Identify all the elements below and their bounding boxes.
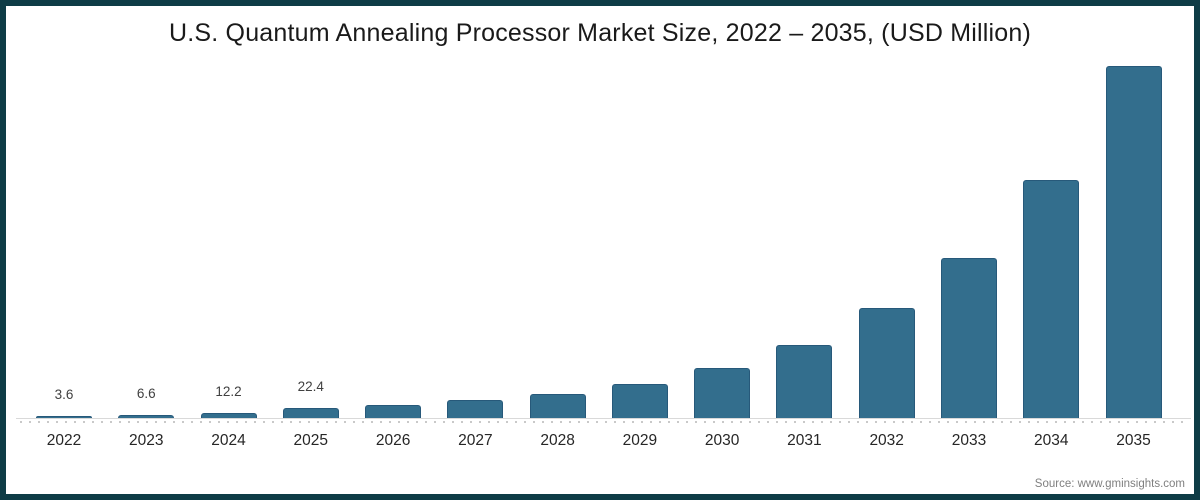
bar-value-label-2025: 22.4 [297,379,324,394]
bar-2033 [940,258,997,418]
bar-2029 [611,384,668,418]
bar-value-label-2023: 6.6 [136,386,156,401]
bar-2035 [1105,66,1162,418]
x-axis-label-2035: 2035 [1116,432,1151,449]
x-axis-label-2024: 2024 [211,432,246,449]
bar-2022 [36,416,92,418]
x-axis-label-2026: 2026 [375,432,411,449]
x-axis-label-2030: 2030 [704,432,740,449]
chart-title: U.S. Quantum Annealing Processor Market … [168,19,1032,47]
bar-2028 [529,394,586,418]
bar-2023 [118,415,175,418]
bar-2030 [694,368,751,418]
bar-2025 [282,408,339,418]
x-axis-label-2022: 2022 [46,432,82,449]
bar-value-label-2024: 12.2 [215,384,242,399]
bar-2026 [365,405,422,418]
x-axis-label-2029: 2029 [622,432,658,449]
x-axis-line [16,418,1191,419]
x-axis-label-2023: 2023 [129,432,164,449]
bar-2024 [200,413,257,418]
x-axis-label-2033: 2033 [951,432,987,449]
x-axis-label-2032: 2032 [869,432,904,449]
bar-2031 [776,345,833,418]
x-axis-label-2031: 2031 [787,432,822,449]
bar-2034 [1023,180,1080,418]
bar-value-label-2022: 3.6 [54,387,74,402]
x-axis-label-2025: 2025 [293,432,329,449]
x-axis-label-2027: 2027 [458,432,493,449]
x-axis-label-2034: 2034 [1033,432,1069,449]
x-axis-tick-marks [20,421,1188,423]
source-attribution: Source: www.gminsights.com [1034,478,1185,490]
bar-2027 [447,400,504,418]
x-axis-label-2028: 2028 [540,432,575,449]
plot-area: 2022 3.6 2023 6.6 2024 12.2 2025 22.4 2026 2027 20… [6,6,1194,494]
bar-2032 [858,308,915,418]
